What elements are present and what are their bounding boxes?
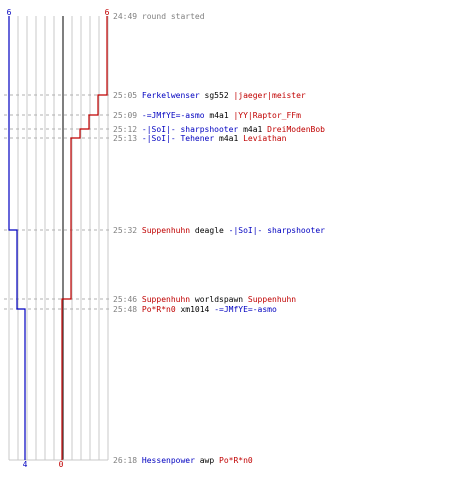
event-time: 25:48 (113, 305, 138, 314)
event-victim: -|SoI|- sharpshooter (228, 226, 325, 235)
event-victim: DreiModenBob (267, 125, 325, 134)
event-victim: |jaeger|meister (233, 91, 306, 100)
red-end-score: 0 (59, 460, 64, 469)
event-weapon: sg552 (204, 91, 229, 100)
event-victim: -=JMfYE=-asmo (214, 305, 277, 314)
event-time: 25:09 (113, 111, 138, 120)
kill-feed-row: 25:46 Suppenhuhn worldspawn Suppenhuhn (113, 295, 296, 304)
event-time: 25:32 (113, 226, 138, 235)
event-killer: Po*R*n0 (141, 305, 176, 314)
kill-feed-row: 25:32 Suppenhuhn deagle -|SoI|- sharpsho… (113, 226, 325, 235)
event-victim: |YY|Raptor_FFm (233, 111, 301, 120)
red-start-score: 6 (105, 8, 110, 17)
event-text: round started (141, 12, 205, 21)
event-time: 25:13 (113, 134, 138, 143)
event-weapon: worldspawn (194, 295, 244, 304)
red-team-alive-line (61, 16, 108, 460)
event-killer: Ferkelwenser (141, 91, 200, 100)
kill-feed-row: 25:05 Ferkelwenser sg552 |jaeger|meister (113, 91, 306, 100)
timeline-grid (8, 16, 109, 461)
event-victim: Po*R*n0 (219, 456, 253, 465)
event-weapon: deagle (194, 226, 224, 235)
kill-feed-row: 25:13 -|SoI|- Tehener m4a1 Leviathan (113, 134, 286, 143)
kill-feed-row: 24:49 round started (113, 12, 205, 21)
event-killer: -|SoI|- sharpshooter (141, 125, 239, 134)
event-victim: Leviathan (243, 134, 287, 143)
event-time: 25:46 (113, 295, 138, 304)
event-killer: -=JMfYE=-asmo (141, 111, 205, 120)
event-time: 26:18 (113, 456, 138, 465)
blue-start-score: 6 (7, 8, 12, 17)
kill-feed-row: 25:48 Po*R*n0 xm1014 -=JMfYE=-asmo (113, 305, 277, 314)
event-killer: Suppenhuhn (141, 226, 191, 235)
blue-team-alive-line (8, 16, 26, 460)
event-weapon: m4a1 (243, 125, 263, 134)
event-guide-lines (4, 94, 112, 310)
event-weapon: m4a1 (209, 111, 229, 120)
event-time: 25:05 (113, 91, 138, 100)
event-killer: -|SoI|- Tehener (141, 134, 215, 143)
kill-feed-row: 26:18 Hessenpower awp Po*R*n0 (113, 456, 253, 465)
event-weapon: awp (199, 456, 215, 465)
event-time: 24:49 (113, 12, 138, 21)
event-time: 25:12 (113, 125, 138, 134)
event-weapon: xm1014 (180, 305, 210, 314)
kill-feed-row: 25:12 -|SoI|- sharpshooter m4a1 DreiMode… (113, 125, 325, 134)
event-victim: Suppenhuhn (247, 295, 297, 304)
event-killer: Suppenhuhn (141, 295, 191, 304)
event-killer: Hessenpower (141, 456, 195, 465)
event-weapon: m4a1 (219, 134, 239, 143)
blue-end-score: 4 (23, 460, 28, 469)
kill-feed-row: 25:09 -=JMfYE=-asmo m4a1 |YY|Raptor_FFm (113, 111, 301, 120)
